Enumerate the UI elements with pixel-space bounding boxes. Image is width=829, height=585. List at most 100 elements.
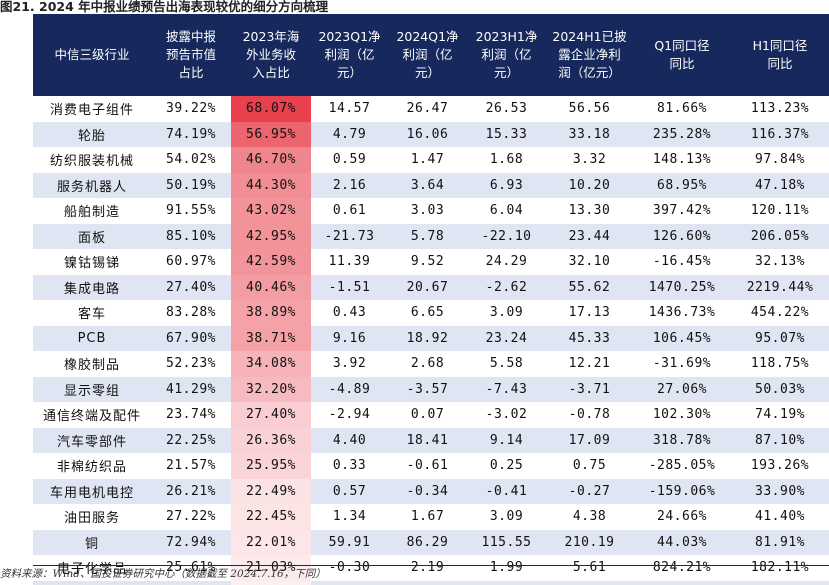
overseas-ratio-heat-cell: 22.01% [231, 529, 311, 555]
overseas-ratio-heat-cell: 56.95% [231, 121, 311, 147]
value-cell: 81.66% [633, 96, 731, 122]
value-cell: 148.13% [633, 147, 731, 173]
value-cell: 74.19% [151, 121, 231, 147]
value-cell: 53.50% [731, 580, 829, 585]
data-table-container: 中信三级行业 披露中报 预告市值 占比 2023年海 外业务收 入占比 2023… [33, 14, 829, 585]
value-cell: 210.19 [546, 529, 633, 555]
overseas-ratio-heat-cell: 22.49% [231, 478, 311, 504]
value-cell: 5.61 [546, 555, 633, 581]
industry-name-cell: 非棉纺织品 [33, 453, 151, 479]
value-cell: 14.57 [311, 96, 388, 122]
value-cell: 23.44 [546, 223, 633, 249]
table-row: 油田服务 27.22% 22.45% 1.34 1.67 3.09 4.38 24.66% 41… [33, 504, 829, 530]
value-cell: 2.16 [311, 172, 388, 198]
table-row: 纺织服装机械 54.02% 46.70% 0.59 1.47 1.68 3.32 148.13… [33, 147, 829, 173]
industry-name-cell: 面板 [33, 223, 151, 249]
value-cell: -22.10 [467, 223, 546, 249]
value-cell: 13.30 [546, 198, 633, 224]
value-cell: -0.61 [388, 453, 467, 479]
value-cell: 81.91% [731, 529, 829, 555]
industry-name-cell: 汽车零部件 [33, 427, 151, 453]
value-cell: 57.23 [311, 580, 388, 585]
value-cell: 1.34 [311, 504, 388, 530]
overseas-ratio-heat-cell: 40.46% [231, 274, 311, 300]
value-cell: 91.55% [151, 198, 231, 224]
header-disclosure-cap-ratio: 披露中报 预告市值 占比 [151, 14, 231, 96]
value-cell: -2.94 [311, 402, 388, 428]
industry-name-cell: 显示零组 [33, 376, 151, 402]
header-h1-yoy: H1同口径 同比 [731, 14, 829, 96]
value-cell: 0.25 [467, 453, 546, 479]
value-cell: 106.45% [633, 325, 731, 351]
value-cell: -36.94% [633, 580, 731, 585]
source-note: 资料来源：Wind、国投证券研究中心（数据截至 2024.7.16，下同） [0, 568, 326, 580]
value-cell: 454.22% [731, 300, 829, 326]
value-cell: 10.20 [546, 172, 633, 198]
value-cell: 17.09 [546, 427, 633, 453]
value-cell: -285.05% [633, 453, 731, 479]
value-cell: 318.78% [633, 427, 731, 453]
value-cell: 2219.44% [731, 274, 829, 300]
value-cell: 68.95% [633, 172, 731, 198]
value-cell: 21.57% [151, 453, 231, 479]
value-cell: 44.03% [633, 529, 731, 555]
industry-name-cell: 服务机器人 [33, 172, 151, 198]
value-cell: 12.21 [546, 351, 633, 377]
value-cell: 24.29 [467, 249, 546, 275]
value-cell: 18.41 [388, 427, 467, 453]
table-row: 电子化学品 25.61% 21.03% -0.30 2.19 1.99 5.61 824.21… [33, 555, 829, 581]
value-cell: 55.62 [546, 274, 633, 300]
value-cell: -159.06% [633, 478, 731, 504]
overseas-ratio-heat-cell: 42.95% [231, 223, 311, 249]
value-cell: 26.21% [151, 478, 231, 504]
value-cell: 0.59 [311, 147, 388, 173]
value-cell: 9.16 [311, 325, 388, 351]
industry-name-cell: 铜 [33, 529, 151, 555]
value-cell: 27.40% [151, 274, 231, 300]
table-row: 服务机器人 50.19% 44.30% 2.16 3.64 6.93 10.20 68.95%… [33, 172, 829, 198]
table-bottom-rule [33, 565, 829, 566]
table-row: 面板 85.10% 42.95% -21.73 5.78 -22.10 23.44 126.6… [33, 223, 829, 249]
value-cell: 102.30% [633, 402, 731, 428]
industry-name-cell: 集成电路 [33, 274, 151, 300]
industry-name-cell: 油田服务 [33, 504, 151, 530]
value-cell: 45.33 [546, 325, 633, 351]
value-cell: -21.73 [311, 223, 388, 249]
value-cell: 27.06% [633, 376, 731, 402]
value-cell: 47.18% [731, 172, 829, 198]
value-cell: 50.03% [731, 376, 829, 402]
header-2023q1-profit: 2023Q1净 利润（亿 元） [311, 14, 388, 96]
value-cell: -3.71 [546, 376, 633, 402]
value-cell: 59.91 [311, 529, 388, 555]
value-cell: 15.33 [467, 121, 546, 147]
industry-name-cell: 车用电机电控 [33, 478, 151, 504]
header-2024h1-profit: 2024H1已披 露企业净利 润（亿元） [546, 14, 633, 96]
value-cell: 118.75% [731, 351, 829, 377]
table-row: 船舶制造 91.55% 43.02% 0.61 3.03 6.04 13.30 397.42%… [33, 198, 829, 224]
table-body: 消费电子组件 39.22% 68.07% 14.57 26.47 26.53 56.56 81… [33, 96, 829, 585]
value-cell: 32.13% [731, 249, 829, 275]
value-cell: 2.68 [388, 351, 467, 377]
industry-table: 中信三级行业 披露中报 预告市值 占比 2023年海 外业务收 入占比 2023… [33, 14, 829, 585]
value-cell: -3.02 [467, 402, 546, 428]
value-cell: 2.19 [388, 555, 467, 581]
industry-name-cell: 纺织服装机械 [33, 147, 151, 173]
header-q1-yoy: Q1同口径 同比 [633, 14, 731, 96]
value-cell: 60.97% [151, 249, 231, 275]
overseas-ratio-heat-cell: 27.40% [231, 402, 311, 428]
table-row: 橡胶制品 52.23% 34.08% 3.92 2.68 5.58 12.21 -31.69%… [33, 351, 829, 377]
overseas-ratio-heat-cell: 68.07% [231, 96, 311, 122]
value-cell: 3.64 [388, 172, 467, 198]
overseas-ratio-heat-cell: 32.20% [231, 376, 311, 402]
value-cell: 33.90% [731, 478, 829, 504]
figure-title: 图21. 2024 年中报业绩预告出海表现较优的细分方向梳理 [0, 0, 329, 14]
value-cell: 95.07% [731, 325, 829, 351]
value-cell: -0.30 [311, 555, 388, 581]
value-cell: -0.41 [467, 478, 546, 504]
value-cell: 0.75 [546, 453, 633, 479]
value-cell: 11.39 [311, 249, 388, 275]
value-cell: 0.43 [311, 300, 388, 326]
industry-name-cell: 电子化学品 [33, 555, 151, 581]
value-cell: 23.24 [467, 325, 546, 351]
value-cell: 41.40% [731, 504, 829, 530]
